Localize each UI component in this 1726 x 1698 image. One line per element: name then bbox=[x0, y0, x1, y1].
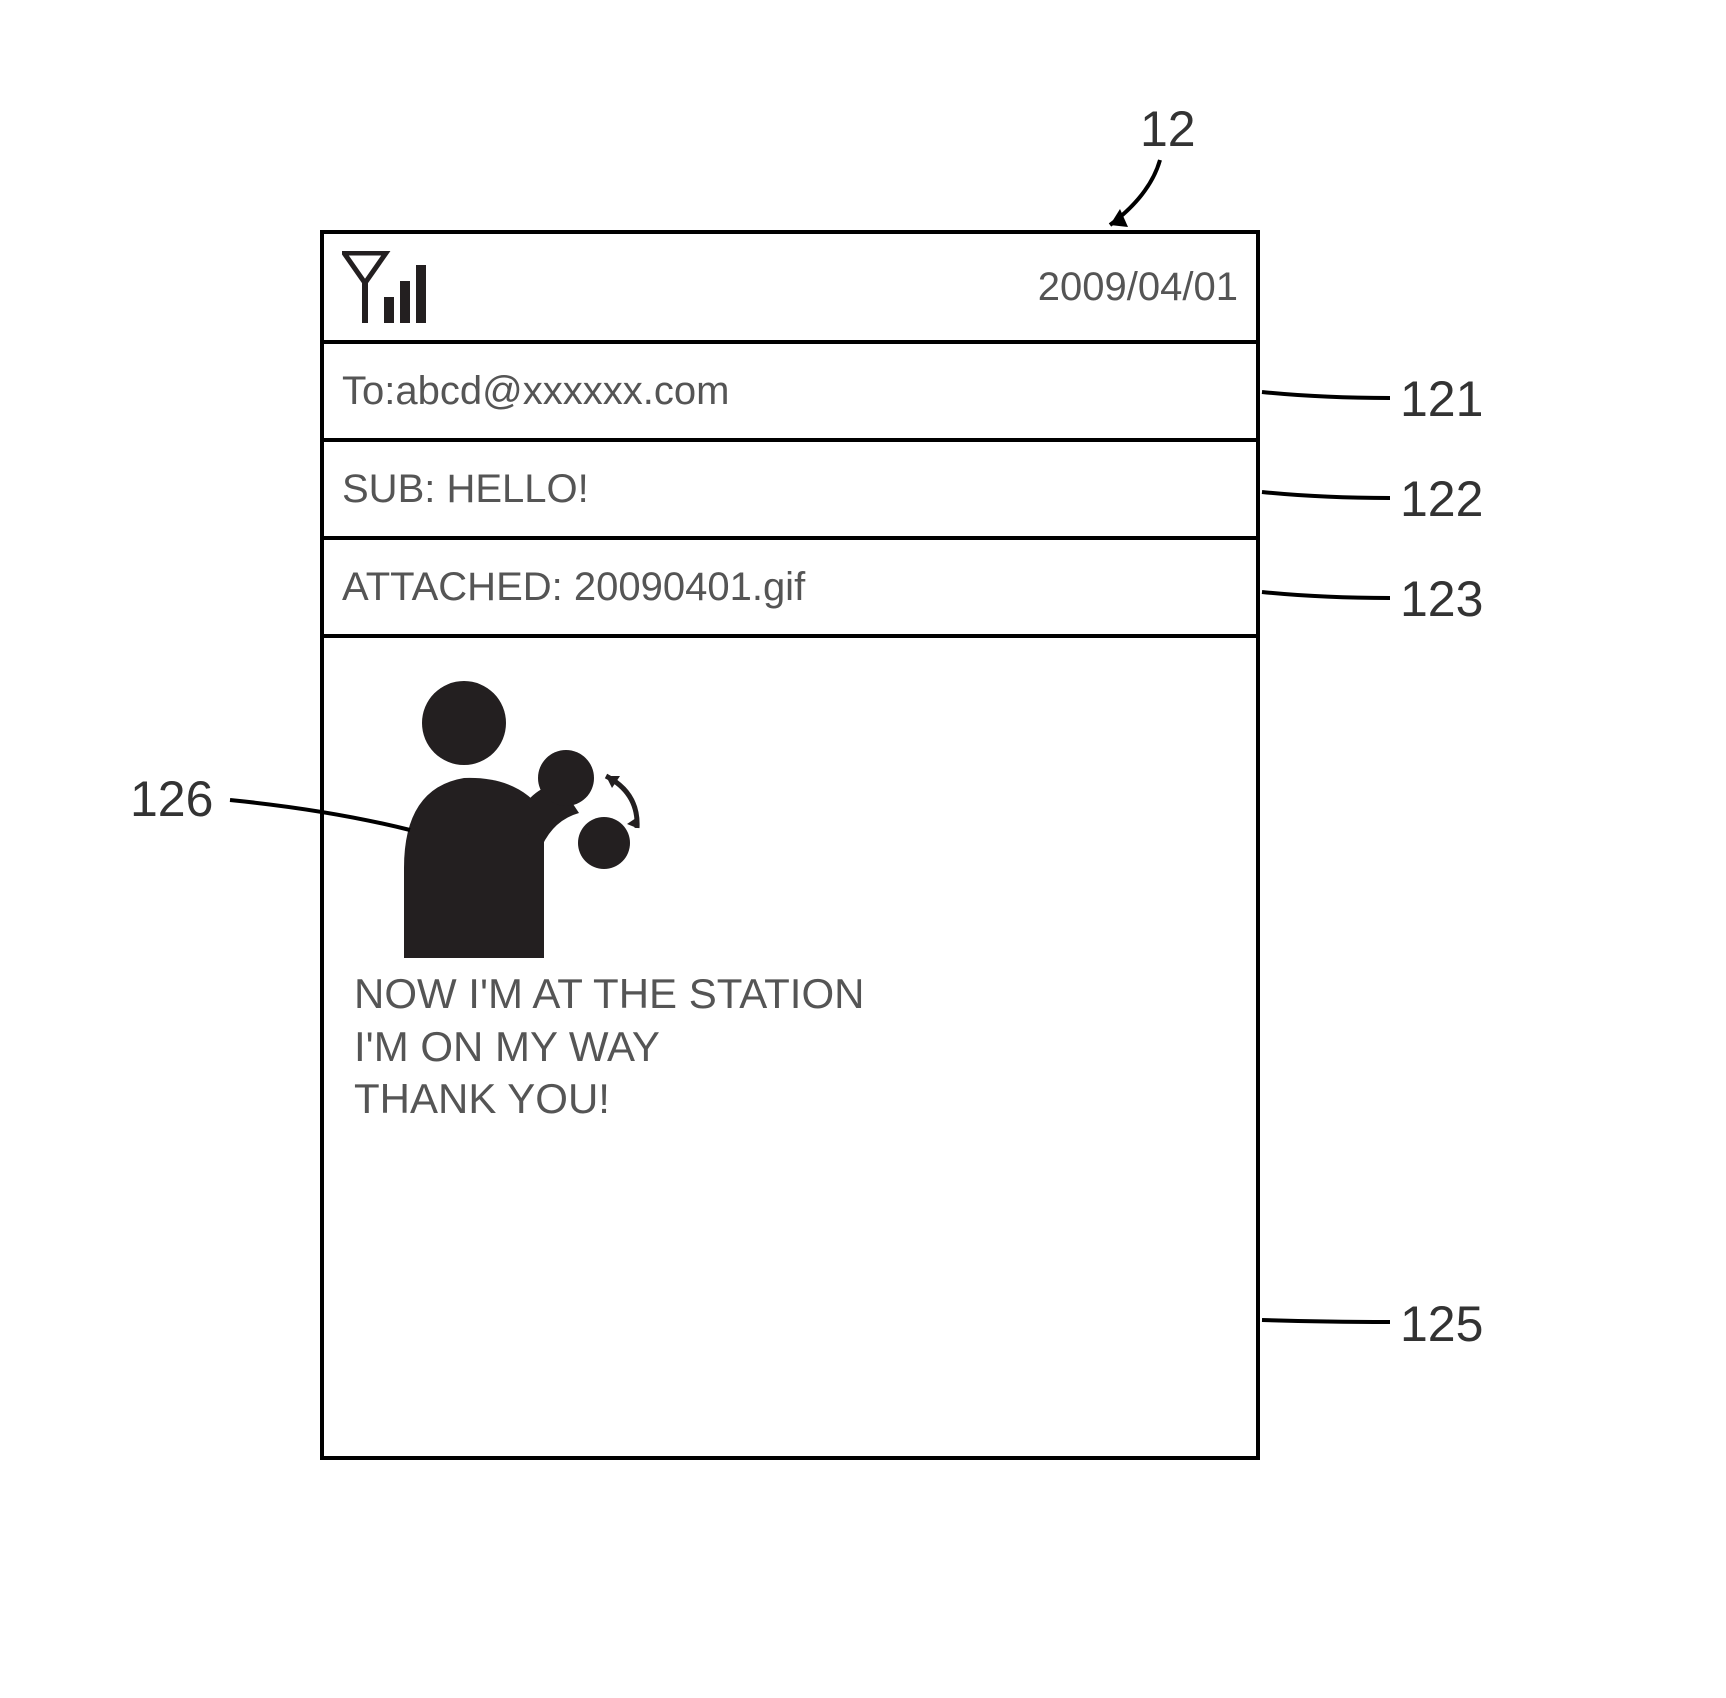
callout-leaders bbox=[0, 0, 1726, 1698]
